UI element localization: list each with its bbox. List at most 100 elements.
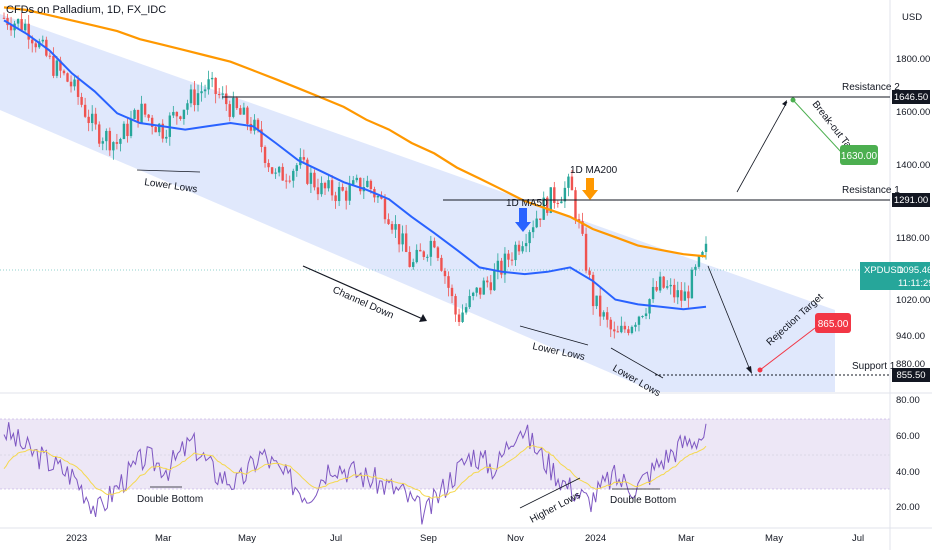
candle-body <box>9 25 13 31</box>
candle-body <box>415 249 418 263</box>
rejection-value-box <box>815 313 851 333</box>
resistance-2-label: Resistance 2 <box>842 82 900 93</box>
candle-body <box>34 43 37 48</box>
candle-body <box>260 129 263 147</box>
candle-body <box>263 146 267 163</box>
candle-body <box>553 187 556 203</box>
double-bottom-label-2: Double Bottom <box>610 495 676 506</box>
candle-body <box>210 77 214 80</box>
candle-body <box>228 104 231 117</box>
candle-body <box>344 190 348 201</box>
candle-body <box>644 313 648 317</box>
candle-body <box>182 109 186 120</box>
breakout-value-box <box>840 145 878 165</box>
candle-body <box>337 186 341 202</box>
candle-body <box>246 107 249 124</box>
candle-body <box>651 286 655 300</box>
candle-body <box>510 259 514 261</box>
candle-body <box>122 123 126 139</box>
candle-body <box>105 130 108 142</box>
candle-body <box>62 70 66 74</box>
candle-body <box>235 97 239 109</box>
candle-body <box>471 292 475 296</box>
candle-body <box>330 180 334 196</box>
candle-body <box>507 253 510 260</box>
candle-body <box>461 312 464 322</box>
candle-body <box>239 108 242 115</box>
resistance-1-price: 1291.00 <box>894 195 928 206</box>
time-tick: Nov <box>507 533 524 544</box>
candle-body <box>584 233 588 271</box>
candle-body <box>613 329 616 332</box>
ticker-tag <box>860 262 930 290</box>
price-tick: 880.00 <box>896 359 925 370</box>
candle-body <box>203 89 207 92</box>
candle-body <box>591 274 595 307</box>
candle-body <box>637 316 641 325</box>
candle-body <box>486 280 489 283</box>
candle-body <box>38 41 41 48</box>
candle-body <box>606 312 609 320</box>
candle-body <box>369 180 373 190</box>
candle-body <box>609 319 612 330</box>
candle-body <box>76 79 80 97</box>
ma50-label: 1D MA50 <box>506 198 548 209</box>
candle-body <box>214 77 217 95</box>
candle-body <box>426 256 429 258</box>
rejection-arrow <box>707 265 751 371</box>
candle-body <box>535 218 538 228</box>
candle-body <box>479 287 482 295</box>
currency-label: USD <box>902 12 922 23</box>
candle-body <box>306 159 309 184</box>
time-tick: 2023 <box>66 533 87 544</box>
candle-body <box>694 266 697 270</box>
candle-body <box>90 113 94 124</box>
candle-body <box>531 227 535 233</box>
candle-body <box>397 224 401 245</box>
ma200-arrow <box>582 178 598 200</box>
support-1-price: 855.50 <box>896 370 925 381</box>
candle-body <box>383 198 387 220</box>
double-bottom-label-1: Double Bottom <box>137 494 203 505</box>
candle-body <box>567 176 570 188</box>
candle-body <box>404 233 408 252</box>
candle-body <box>23 23 27 31</box>
price-tick: 1180.00 <box>896 233 930 244</box>
candle-body <box>225 93 228 105</box>
candle-body <box>355 177 358 181</box>
candle-body <box>200 91 203 94</box>
candle-body <box>168 115 171 137</box>
rsi-axis: 80.00 60.00 40.00 20.00 <box>896 395 920 513</box>
support-1-label: Support 1 <box>852 361 896 372</box>
candle-body <box>313 172 316 188</box>
candle-body <box>387 219 390 225</box>
time-tick: Mar <box>155 533 171 544</box>
candle-body <box>422 251 425 257</box>
candle-body <box>366 180 369 188</box>
price-tick: 1020.00 <box>896 295 930 306</box>
price-tick: 1400.00 <box>896 160 930 171</box>
ticker-symbol: XPDUSD <box>864 265 904 276</box>
candle-body <box>620 325 623 333</box>
candle-body <box>376 196 380 198</box>
candle-body <box>20 19 23 31</box>
time-tick: Sep <box>420 533 437 544</box>
candle-body <box>658 276 662 291</box>
candle-body <box>500 260 503 275</box>
channel-down-band <box>0 14 835 392</box>
candle-body <box>31 39 34 44</box>
time-tick: Jul <box>330 533 342 544</box>
candle-body <box>193 89 196 106</box>
candle-body <box>150 117 154 127</box>
ma50-arrow <box>515 208 531 232</box>
candle-body <box>408 251 411 267</box>
candle-body <box>115 142 119 144</box>
candle-body <box>98 124 101 144</box>
candle-body <box>281 166 284 181</box>
candle-body <box>673 284 676 298</box>
candle-body <box>394 224 397 230</box>
candle-body <box>588 270 591 275</box>
candle-body <box>256 119 260 130</box>
candle-body <box>697 256 701 267</box>
